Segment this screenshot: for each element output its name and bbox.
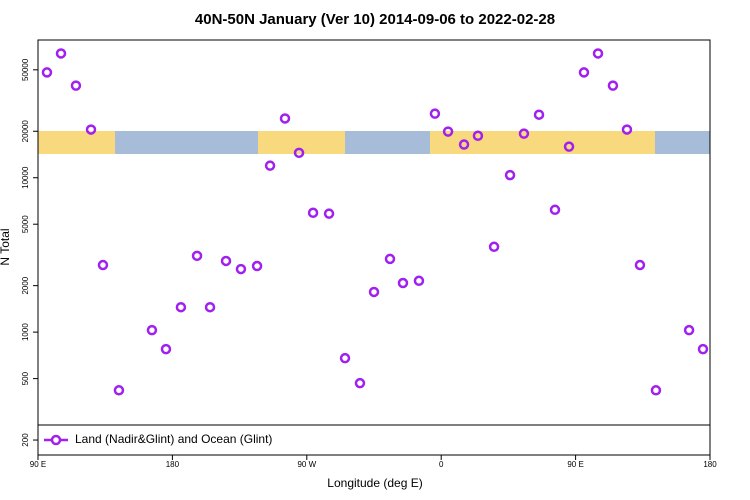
point [592, 48, 604, 59]
legend-box [37, 424, 711, 456]
point [354, 377, 366, 389]
point [650, 385, 662, 396]
point [339, 352, 351, 364]
map-land [258, 131, 345, 154]
point [458, 139, 470, 150]
point [697, 343, 709, 355]
point [429, 108, 441, 119]
point [70, 80, 82, 91]
point [97, 259, 109, 271]
x-tick-label: 90 E [567, 460, 583, 469]
point [85, 124, 97, 135]
point [113, 385, 125, 396]
point [397, 277, 409, 289]
point [384, 253, 396, 265]
x-axis-label: Longitude (deg E) [327, 476, 422, 490]
point [191, 250, 203, 262]
point [472, 130, 484, 142]
point [55, 48, 67, 59]
point [683, 324, 695, 336]
y-axis-label: N Total [0, 228, 12, 265]
point [368, 286, 380, 298]
y-tick-label: 20000 [21, 120, 30, 143]
y-tick-label: 500 [21, 371, 30, 385]
plot-frame [37, 39, 711, 456]
point [204, 301, 216, 313]
legend-label: Land (Nadir&Glint) and Ocean (Glint) [75, 432, 272, 446]
point [413, 275, 425, 287]
point [307, 207, 319, 219]
map-land [430, 131, 655, 154]
y-tick-label: 1000 [21, 323, 30, 341]
point [279, 113, 291, 124]
y-tick-label: 200 [21, 433, 30, 447]
point [488, 241, 500, 253]
y-tick-label: 10000 [21, 166, 30, 189]
point [160, 343, 172, 355]
point [41, 67, 53, 78]
chart-title: 40N-50N January (Ver 10) 2014-09-06 to 2… [195, 11, 555, 28]
point [442, 126, 454, 137]
map-land [38, 131, 115, 154]
point [621, 124, 633, 135]
x-tick-label: 90 W [297, 460, 316, 469]
point [607, 80, 619, 91]
point [533, 109, 545, 120]
point [251, 260, 263, 272]
x-tick-label: 90 E [30, 460, 46, 469]
point [549, 204, 561, 216]
point [518, 128, 530, 139]
point [323, 208, 335, 219]
x-tick-label: 180 [703, 460, 717, 469]
legend-marker [50, 434, 62, 446]
point [235, 263, 247, 275]
point [504, 169, 516, 181]
y-tick-label: 2000 [21, 276, 30, 294]
y-tick-label: 50000 [21, 58, 30, 81]
point [175, 301, 187, 313]
point [563, 141, 575, 152]
y-tick-label: 5000 [21, 215, 30, 233]
point [293, 147, 305, 159]
point [634, 259, 646, 271]
x-tick-label: 180 [166, 460, 180, 469]
x-tick-label: 0 [439, 460, 444, 469]
point [146, 324, 158, 336]
point [264, 160, 276, 171]
point [578, 67, 590, 78]
point [220, 255, 232, 267]
